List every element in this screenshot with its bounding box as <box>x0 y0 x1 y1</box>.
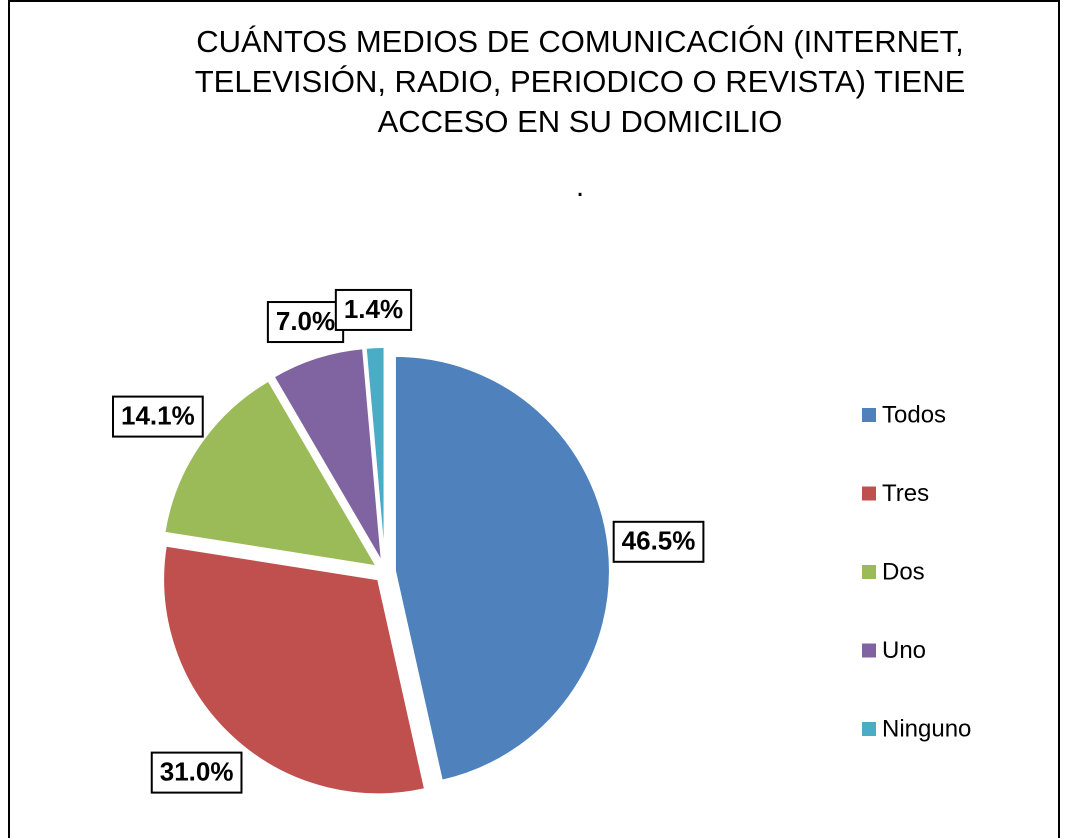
chart-subtitle: . <box>575 170 585 203</box>
pie-slice <box>364 346 386 563</box>
chart-title: CUÁNTOS MEDIOS DE COMUNICACIÓN (INTERNET… <box>194 24 966 139</box>
legend-label: Uno <box>882 637 926 664</box>
legend-label: Todos <box>882 401 946 428</box>
pie-slice <box>162 544 427 796</box>
data-label: 31.0% <box>160 756 234 786</box>
pie-slice <box>272 347 383 563</box>
data-label-box <box>334 288 413 331</box>
data-label: 46.5% <box>622 526 696 556</box>
data-label: 1.4% <box>344 294 403 324</box>
legend-swatch <box>862 565 876 579</box>
data-label-box <box>112 395 204 438</box>
pie-slice <box>393 354 611 782</box>
data-label-box <box>150 751 243 794</box>
legend-swatch <box>862 643 876 658</box>
data-label-box <box>612 520 705 563</box>
legend-label: Tres <box>882 480 929 507</box>
legend-label: Dos <box>882 558 925 585</box>
data-label: 14.1% <box>121 400 195 430</box>
legend-swatch <box>862 408 876 422</box>
chart-border <box>8 0 1060 838</box>
legend-swatch <box>862 486 876 501</box>
data-label: 7.0% <box>276 306 335 336</box>
pie-slice <box>163 379 379 568</box>
legend-swatch <box>862 722 876 736</box>
legend-label: Ninguno <box>882 715 971 742</box>
